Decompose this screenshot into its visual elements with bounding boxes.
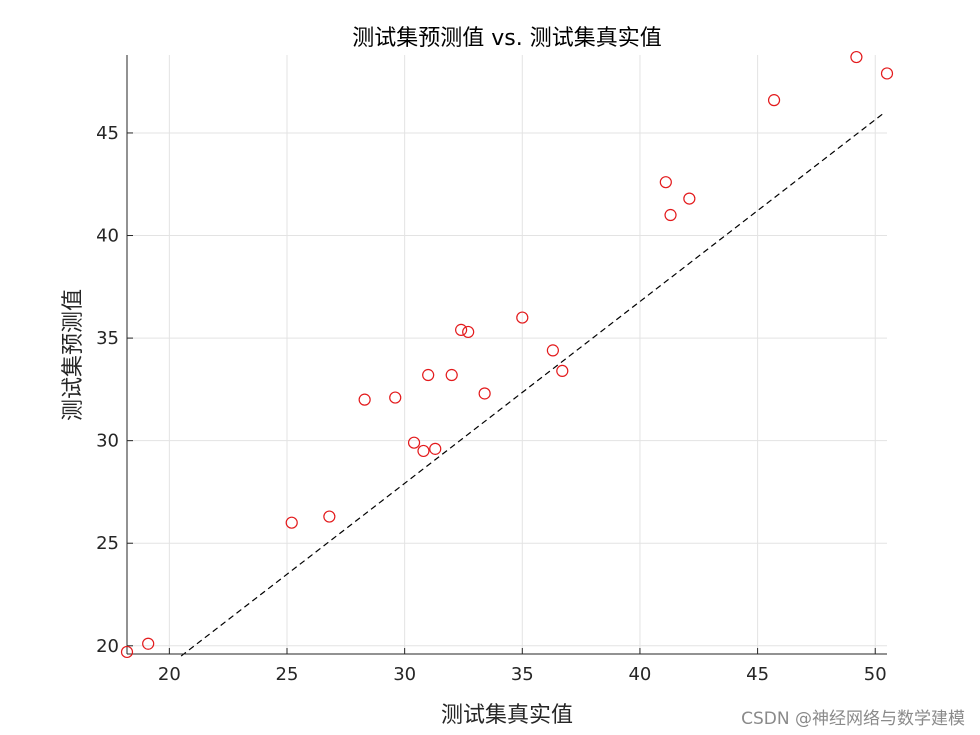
y-tick-label: 45: [96, 123, 119, 144]
data-point: [285, 516, 298, 529]
data-point: [546, 344, 559, 357]
y-tick-label: 20: [96, 636, 119, 657]
data-points: [120, 50, 894, 659]
y-tick-label: 40: [96, 226, 119, 247]
data-point: [462, 325, 475, 339]
data-point: [323, 510, 336, 523]
y-tick-label: 35: [96, 328, 119, 349]
y-axis-title: 测试集预测值: [61, 289, 86, 421]
x-tick-label: 35: [511, 664, 534, 685]
data-point: [417, 444, 430, 458]
data-point: [389, 391, 402, 404]
data-point: [422, 368, 435, 382]
data-point: [556, 364, 569, 378]
axes: [126, 55, 887, 655]
data-point: [767, 94, 781, 107]
data-point: [683, 192, 696, 205]
data-point: [516, 311, 529, 324]
data-point: [445, 368, 458, 382]
x-tick-label: 25: [276, 664, 299, 685]
x-tick-label: 40: [628, 664, 651, 685]
data-point: [407, 436, 421, 449]
reference-line: [180, 111, 886, 657]
data-point: [142, 637, 155, 650]
chart-title: 测试集预测值 vs. 测试集真实值: [352, 26, 661, 51]
data-point: [478, 387, 491, 400]
watermark: CSDN @神经网络与数学建模: [741, 709, 965, 729]
reference-line-layer: [180, 111, 886, 657]
data-point: [659, 176, 672, 189]
data-point: [850, 50, 863, 64]
data-point: [880, 67, 894, 80]
y-tick-label: 30: [96, 431, 119, 452]
data-point: [455, 323, 468, 336]
data-point: [120, 645, 134, 659]
data-point: [358, 393, 371, 406]
x-tick-label: 50: [864, 664, 887, 685]
y-tick-label: 25: [96, 533, 119, 554]
x-tick-label: 45: [746, 664, 769, 685]
tick-labels: 20 25 30 35 40 45 50 20 25 30 35 40 45: [96, 123, 887, 685]
data-point: [429, 442, 442, 455]
x-tick-label: 30: [393, 664, 416, 685]
x-tick-label: 20: [158, 664, 181, 685]
x-axis-title: 测试集真实值: [441, 703, 573, 728]
data-point: [664, 208, 677, 222]
grid: [127, 55, 887, 654]
